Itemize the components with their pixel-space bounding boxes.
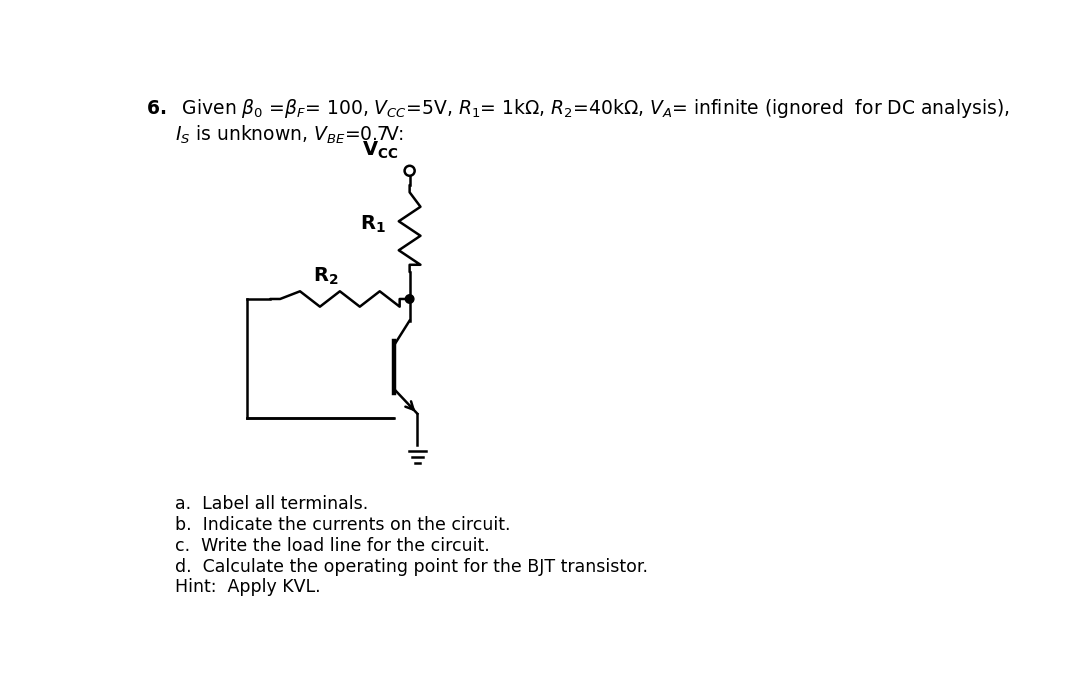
Text: $\mathbf{R_1}$: $\mathbf{R_1}$: [359, 214, 385, 235]
Text: $I_S$ is unknown, $V_{BE}$=0.7V:: $I_S$ is unknown, $V_{BE}$=0.7V:: [174, 123, 404, 146]
Circle shape: [406, 295, 414, 303]
Text: b.  Indicate the currents on the circuit.: b. Indicate the currents on the circuit.: [174, 516, 510, 534]
Text: Hint:  Apply KVL.: Hint: Apply KVL.: [174, 578, 321, 597]
Text: $\mathbf{R_2}$: $\mathbf{R_2}$: [313, 265, 339, 286]
Text: $\mathbf{6.}$  Given $\beta_0$ =$\beta_F$= 100, $V_{CC}$=5V, $R_1$= 1kΩ, $R_2$=4: $\mathbf{6.}$ Given $\beta_0$ =$\beta_F$…: [146, 98, 1009, 120]
Text: a.  Label all terminals.: a. Label all terminals.: [174, 495, 368, 514]
Text: c.  Write the load line for the circuit.: c. Write the load line for the circuit.: [174, 537, 490, 555]
Text: d.  Calculate the operating point for the BJT transistor.: d. Calculate the operating point for the…: [174, 558, 648, 576]
Text: $\mathbf{V_{CC}}$: $\mathbf{V_{CC}}$: [362, 140, 398, 161]
